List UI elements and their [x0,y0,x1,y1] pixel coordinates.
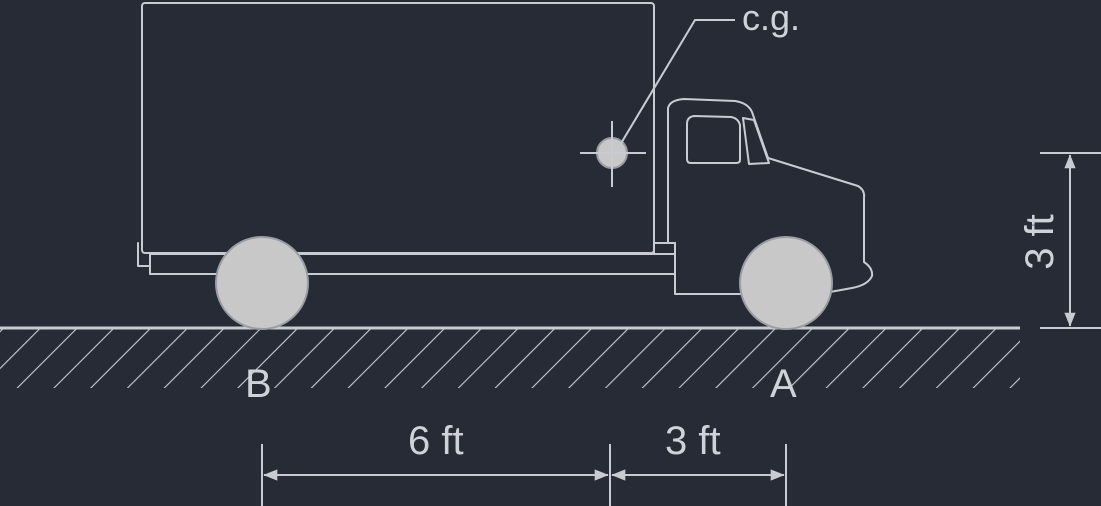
center-of-gravity-symbol [580,121,646,187]
cab-windshield [742,117,770,165]
cg-label: c.g. [742,0,801,38]
dimension-label-cg-height: 3 ft [1018,214,1062,270]
truck-cab [667,98,874,295]
cg-leader-line [619,19,735,146]
rear-wheel-b [215,236,309,330]
front-wheel-a [739,236,833,330]
point-b-label: B [245,362,272,406]
ground-hatching [0,328,1020,388]
dimension-label-cg-to-a: 3 ft [665,419,721,463]
cargo-box [141,2,655,254]
cab-side-window [686,115,741,164]
point-a-label: A [770,362,797,406]
dimension-label-b-to-cg: 6 ft [408,419,464,463]
